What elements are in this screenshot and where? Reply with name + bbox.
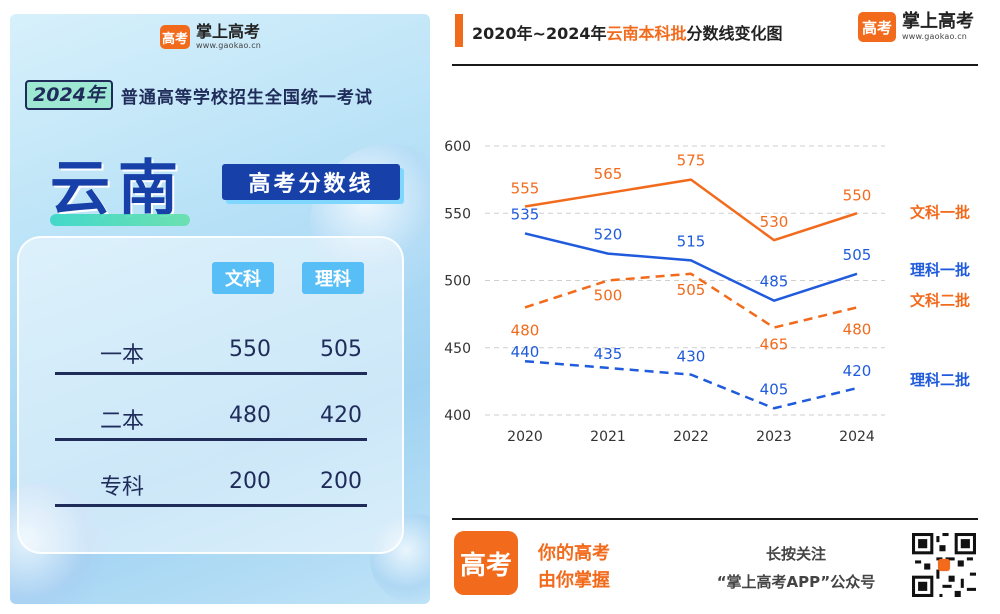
score-table-card [17,236,404,554]
y-tick-label: 400 [444,408,471,424]
data-label: 480 [843,320,872,338]
series-line [524,359,858,410]
title-highlight: 云南本科批 [606,24,687,43]
exam-year: 2024年 [25,80,113,110]
data-label: 555 [511,180,540,198]
brand-logo: 高考 掌上高考 www.gaokao.cn [160,24,261,50]
legend-label: 理科一批 [910,261,970,279]
y-tick-label: 450 [444,341,471,357]
data-label: 505 [843,246,872,264]
data-label: 435 [594,345,623,363]
wenke-score: 550 [229,337,271,362]
like-score: 200 [320,469,362,494]
exam-heading: 2024年 普通高等学校招生全国统一考试 [25,80,373,110]
table-row: 一本 550 505 [55,331,367,375]
legend-label: 文科二批 [910,291,970,309]
data-label: 480 [511,321,540,339]
data-label: 485 [760,273,789,291]
gaokao-logo-icon: 高考 [858,12,896,42]
brand-name: 掌上高考 [902,11,974,32]
wenke-score: 200 [229,469,271,494]
title-accent-bar [455,14,463,47]
follow-line-1: 长按关注 [765,545,826,563]
brand-logo-right: 高考 掌上高考 www.gaokao.cn [858,12,974,42]
y-tick-label: 550 [444,206,471,222]
column-header-like: 理科 [302,262,364,294]
data-label: 430 [677,348,706,366]
y-tick-label: 500 [444,274,471,290]
wenke-score: 480 [229,403,271,428]
data-label: 440 [511,343,540,361]
follow-prompt: 长按关注 “掌上高考APP”公众号 [696,540,896,596]
like-score: 505 [320,337,362,362]
series-line [524,232,858,302]
score-line-chart: 400 450 500 550 600 2020 2021 2022 2023 2024 555 56… [444,139,970,445]
province-underline [50,214,190,226]
row-label: 二本 [100,409,145,434]
series-line [524,272,858,329]
brand-url: www.gaokao.cn [902,32,968,41]
footer-slogan: 你的高考 由你掌握 [538,540,610,594]
x-tick-label: 2022 [673,429,709,445]
data-label: 500 [594,287,623,305]
like-score: 420 [320,403,362,428]
data-label: 420 [843,362,872,380]
data-label: 575 [677,152,706,170]
brand-name: 掌上高考 [196,22,261,41]
data-label: 405 [760,380,789,398]
y-tick-label: 600 [444,139,471,155]
top-divider [452,64,978,66]
data-label: 535 [511,205,540,223]
x-tick-label: 2023 [756,429,792,445]
series-line [524,178,858,242]
row-label: 一本 [100,343,145,368]
province-name: 云南 [50,154,186,224]
exam-title: 普通高等学校招生全国统一考试 [120,87,373,108]
row-label: 专科 [100,475,145,500]
legend-label: 文科一批 [910,203,970,221]
slogan-line-2: 由你掌握 [538,570,610,591]
follow-line-2: “掌上高考APP”公众号 [716,573,876,591]
x-tick-label: 2020 [507,429,543,445]
data-label: 520 [594,226,623,244]
data-label: 550 [843,186,872,204]
x-tick-label: 2021 [590,429,626,445]
data-label: 505 [677,281,706,299]
score-line-title: 高考分数线 [222,164,400,200]
bottom-divider [452,518,978,520]
data-label: 530 [760,213,789,231]
slogan-line-1: 你的高考 [538,543,610,564]
title-prefix: 2020年~2024年 [472,24,607,43]
x-tick-label: 2024 [839,429,875,445]
legend-label: 理科二批 [910,371,970,389]
gaokao-app-icon: 高考 [454,531,518,595]
table-row: 二本 480 420 [55,397,367,441]
qr-code-icon[interactable] [912,533,976,597]
data-label: 465 [760,336,789,354]
column-header-wenke: 文科 [212,262,274,294]
chart-title: 2020年~2024年云南本科批分数线变化图 [472,20,783,44]
brand-url: www.gaokao.cn [196,41,262,50]
data-label: 565 [594,165,623,183]
title-suffix: 分数线变化图 [686,24,783,43]
gaokao-logo-icon: 高考 [160,25,190,49]
table-row: 专科 200 200 [55,463,367,507]
data-label: 515 [677,232,706,250]
